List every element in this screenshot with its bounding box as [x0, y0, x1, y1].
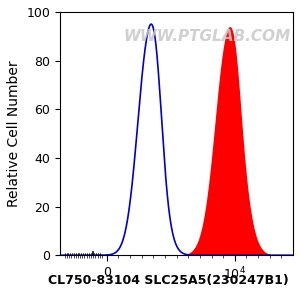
- Text: WWW.PTGLAB.COM: WWW.PTGLAB.COM: [123, 29, 290, 44]
- Text: CL750-83104 SLC25A5(230247B1): CL750-83104 SLC25A5(230247B1): [48, 274, 288, 287]
- Y-axis label: Relative Cell Number: Relative Cell Number: [7, 60, 21, 207]
